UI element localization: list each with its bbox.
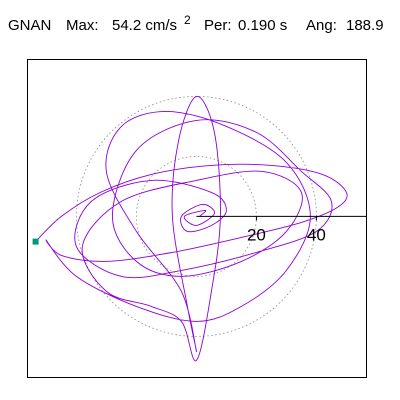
orbit-trace [35, 95, 348, 361]
plot-frame [27, 59, 367, 378]
station: GNAN [8, 17, 51, 34]
peak-marker [32, 238, 39, 245]
angle-label: Ang: [306, 17, 337, 34]
period-value: 0.190 s [238, 17, 287, 34]
max-exponent: 2 [184, 13, 191, 27]
period-label: Per: [204, 17, 232, 34]
x-tick-label: 40 [307, 225, 326, 244]
max-value: 54.2 cm/s [112, 17, 177, 34]
max-label: Max: [66, 17, 99, 34]
angle-value: 188.9 [346, 17, 384, 34]
x-tick-label: 20 [247, 225, 266, 244]
